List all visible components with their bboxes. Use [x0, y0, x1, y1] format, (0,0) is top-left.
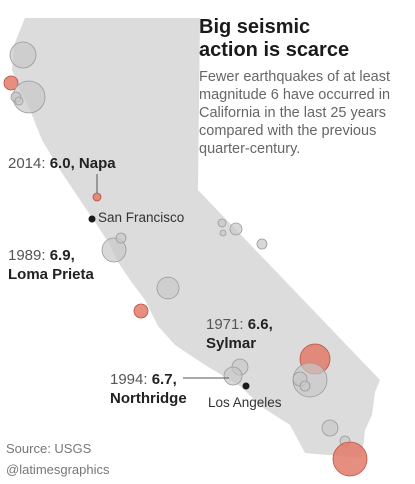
credit-note: @latimesgraphics: [6, 462, 110, 477]
quake-circle: [3, 75, 19, 91]
los-angeles-dot: [242, 382, 250, 390]
san-francisco-dot: [88, 215, 96, 223]
napa-year: 2014:: [8, 155, 46, 172]
quake-circle: [299, 380, 311, 392]
northridge-magnitude: 6.7,: [151, 371, 177, 388]
city-markers: [88, 215, 250, 390]
northridge-label: 1994: 6.7, Northridge: [110, 370, 187, 408]
quake-circle: [321, 419, 339, 437]
quake-circle: [219, 229, 227, 237]
quake-circle: [9, 41, 37, 69]
subtitle: Fewer earthquakes of at least magnitude …: [199, 69, 391, 157]
quake-circle: [229, 222, 243, 236]
california-shape: [12, 18, 380, 458]
quake-circle: [217, 218, 227, 228]
sylmar-name: Sylmar: [206, 335, 257, 352]
quake-circle: [14, 96, 24, 106]
northridge-name: Northridge: [110, 390, 187, 407]
sylmar-year: 1971:: [206, 316, 244, 333]
headline: Big seismic action is scarce: [199, 16, 409, 62]
quake-circle: [156, 276, 180, 300]
napa-label: 2014: 6.0, Napa: [8, 154, 116, 173]
loma-prieta-label: 1989: 6.9, Loma Prieta: [8, 246, 94, 284]
sylmar-label: 1971: 6.6, Sylmar: [206, 315, 273, 353]
quake-circle: [133, 303, 149, 319]
quake-circle: [332, 441, 368, 477]
quake-circle: [101, 237, 127, 263]
loma-prieta-name: Loma Prieta: [8, 266, 94, 283]
headline-line-1: Big seismic: [199, 16, 311, 38]
leader-lines: [96, 174, 229, 379]
loma-prieta-magnitude: 6.9,: [49, 247, 75, 264]
quake-circle: [92, 192, 102, 202]
loma-prieta-year: 1989:: [8, 247, 46, 264]
source-note: Source: USGS: [6, 441, 92, 456]
los-angeles-label: Los Angeles: [208, 395, 282, 410]
quake-circle: [256, 238, 268, 250]
sylmar-magnitude: 6.6,: [247, 316, 273, 333]
quake-circle: [115, 232, 127, 244]
earthquake-circles: [3, 41, 368, 477]
san-francisco-label: San Francisco: [98, 210, 185, 225]
headline-line-2: action is scarce: [199, 39, 350, 61]
northridge-year: 1994:: [110, 371, 148, 388]
napa-magnitude-name: 6.0, Napa: [49, 155, 116, 172]
quake-circle: [223, 366, 243, 386]
